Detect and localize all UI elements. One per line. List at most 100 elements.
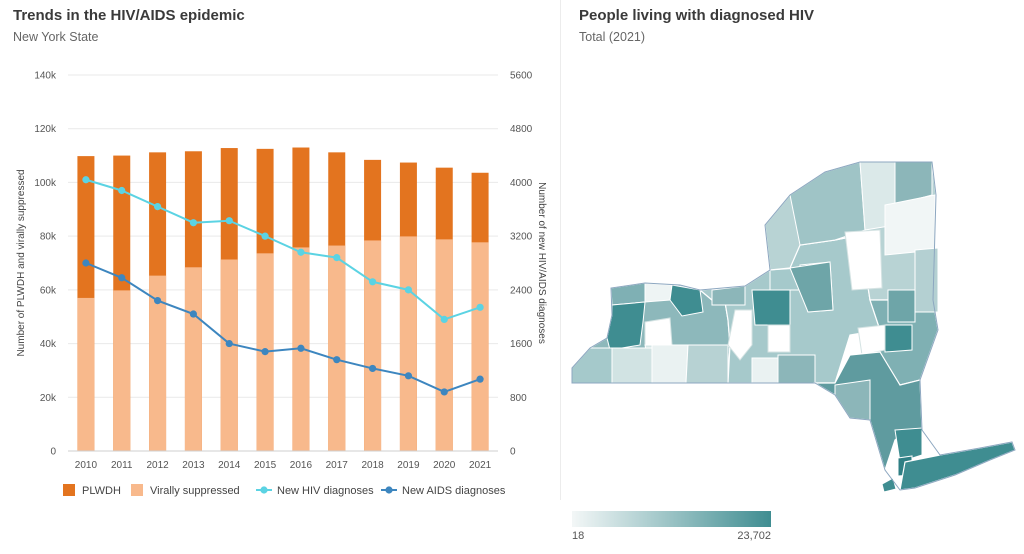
trend-chart: 0 20k 40k 60k 80k 100k 120k 140k 0 800 1600 2400 320… <box>16 71 547 498</box>
map-county-steuben[interactable] <box>685 344 729 384</box>
y-left-tick-label: 0 <box>50 447 56 458</box>
chart-title: Trends in the HIV/AIDS epidemic <box>13 7 245 24</box>
map-county-greene[interactable] <box>914 247 939 313</box>
ny-choropleth-map <box>571 161 1016 493</box>
legend-item[interactable]: PLWDH <box>63 484 121 497</box>
map-county-genesee[interactable] <box>644 317 673 346</box>
y-right-tick-label: 0 <box>510 447 516 458</box>
legend-item[interactable]: Virally suppressed <box>131 484 240 497</box>
point-new-aids-diagnoses[interactable] <box>440 388 448 396</box>
bar-virally-suppressed[interactable] <box>364 240 382 451</box>
map-county-hamilton[interactable] <box>844 229 883 291</box>
x-tick-label: 2020 <box>433 460 456 471</box>
bar-virally-suppressed[interactable] <box>77 297 95 451</box>
panel-divider <box>560 0 561 500</box>
y-right-tick-label: 800 <box>510 393 527 404</box>
x-tick-label: 2010 <box>75 460 98 471</box>
map-county-tompkins[interactable] <box>767 324 791 353</box>
y-left-tick-label: 120k <box>34 124 57 135</box>
map-county-orange[interactable] <box>834 379 871 421</box>
grid-lines <box>68 74 498 452</box>
point-new-aids-diagnoses[interactable] <box>189 310 198 318</box>
axes-group: 0 20k 40k 60k 80k 100k 120k 140k 0 800 1600 2400 320… <box>16 71 547 472</box>
legend-label: Virally suppressed <box>150 485 240 497</box>
map-county-broome[interactable] <box>777 354 816 384</box>
map-county-albany[interactable] <box>884 324 913 353</box>
point-new-hiv-diagnoses[interactable] <box>225 217 233 225</box>
color-scale-bar <box>572 511 771 527</box>
point-new-hiv-diagnoses[interactable] <box>368 278 377 286</box>
x-tick-label: 2016 <box>290 460 313 471</box>
bar-virally-suppressed[interactable] <box>471 242 489 451</box>
legend-swatch-marker <box>260 486 268 494</box>
legend: PLWDH Virally suppressed New HIV diagnoses… <box>63 484 506 497</box>
map-county-essex[interactable] <box>884 194 936 256</box>
legend-item[interactable]: New AIDS diagnoses <box>381 485 506 497</box>
color-scale-min-label: 18 <box>572 530 585 542</box>
y-left-tick-label: 20k <box>40 393 57 404</box>
map-county-seneca[interactable] <box>727 309 753 361</box>
bar-virally-suppressed[interactable] <box>184 267 202 451</box>
point-new-hiv-diagnoses[interactable] <box>297 248 305 256</box>
lines-group <box>82 176 484 396</box>
map-county-schenectady[interactable] <box>857 324 886 356</box>
bar-virally-suppressed[interactable] <box>399 236 417 451</box>
point-new-aids-diagnoses[interactable] <box>476 375 484 383</box>
point-new-hiv-diagnoses[interactable] <box>189 219 198 227</box>
bar-virally-suppressed[interactable] <box>113 290 131 451</box>
map-county-onondaga[interactable] <box>751 289 791 326</box>
point-new-hiv-diagnoses[interactable] <box>82 176 90 184</box>
bar-virally-suppressed[interactable] <box>220 259 238 451</box>
point-new-aids-diagnoses[interactable] <box>261 348 269 356</box>
map-county-saratoga[interactable] <box>887 289 916 323</box>
legend-swatch-marker <box>385 486 393 494</box>
x-tick-label: 2013 <box>182 460 205 471</box>
map-county-staten-island[interactable] <box>881 477 897 493</box>
chart-subtitle: New York State <box>13 30 99 44</box>
map-county-chautauqua[interactable] <box>571 347 613 384</box>
point-new-aids-diagnoses[interactable] <box>297 344 305 352</box>
x-tick-label: 2019 <box>397 460 420 471</box>
map-county-erie[interactable] <box>606 301 646 351</box>
point-new-hiv-diagnoses[interactable] <box>118 186 126 195</box>
map-county-allegany[interactable] <box>651 344 689 384</box>
point-new-aids-diagnoses[interactable] <box>118 274 126 282</box>
map-county-chemung[interactable] <box>751 357 779 384</box>
point-new-aids-diagnoses[interactable] <box>333 356 341 364</box>
line-new-aids-diagnoses <box>85 262 481 393</box>
y-right-tick-label: 1600 <box>510 339 533 350</box>
x-tick-label: 2021 <box>469 460 492 471</box>
legend-label: PLWDH <box>82 485 121 497</box>
bar-virally-suppressed[interactable] <box>149 275 167 451</box>
bar-virally-suppressed[interactable] <box>328 245 346 451</box>
y-right-tick-label: 3200 <box>510 232 533 243</box>
map-county-jefferson[interactable] <box>789 261 834 313</box>
point-new-aids-diagnoses[interactable] <box>225 339 233 348</box>
map-subtitle: Total (2021) <box>579 30 646 44</box>
map-county-niagara[interactable] <box>610 282 646 306</box>
map-title: People living with diagnosed HIV <box>579 7 815 24</box>
x-tick-label: 2014 <box>218 460 241 471</box>
map-county-orleans[interactable] <box>644 282 673 303</box>
point-new-hiv-diagnoses[interactable] <box>261 232 269 240</box>
legend-label: New HIV diagnoses <box>277 485 374 497</box>
point-new-aids-diagnoses[interactable] <box>153 297 162 305</box>
point-new-hiv-diagnoses[interactable] <box>153 203 162 211</box>
point-new-hiv-diagnoses[interactable] <box>476 303 484 311</box>
legend-swatch <box>63 484 75 496</box>
legend-item[interactable]: New HIV diagnoses <box>256 485 374 497</box>
y-right-tick-label: 2400 <box>510 285 533 296</box>
point-new-hiv-diagnoses[interactable] <box>440 315 448 323</box>
point-new-aids-diagnoses[interactable] <box>404 372 413 380</box>
map-county-westchester[interactable] <box>894 427 923 463</box>
x-tick-label: 2017 <box>326 460 349 471</box>
point-new-aids-diagnoses[interactable] <box>368 364 377 373</box>
map-county-cattaraugus[interactable] <box>611 347 653 384</box>
y-left-tick-label: 40k <box>40 339 57 350</box>
y-left-axis-title: Number of PLWDH and virally suppressed <box>16 169 27 356</box>
point-new-aids-diagnoses[interactable] <box>82 259 90 267</box>
bar-virally-suppressed[interactable] <box>435 239 453 451</box>
point-new-hiv-diagnoses[interactable] <box>333 254 341 262</box>
point-new-hiv-diagnoses[interactable] <box>404 286 413 294</box>
x-tick-label: 2015 <box>254 460 277 471</box>
